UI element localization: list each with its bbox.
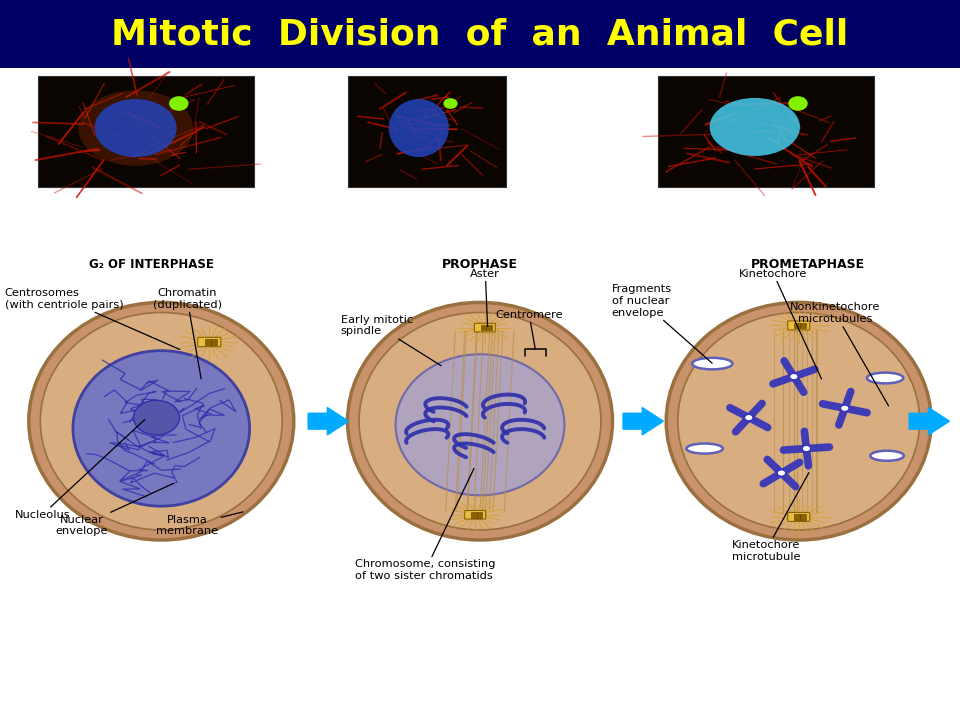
Ellipse shape	[686, 444, 723, 454]
Circle shape	[790, 374, 798, 379]
FancyArrow shape	[909, 408, 949, 435]
Ellipse shape	[389, 99, 449, 157]
Text: Chromosome, consisting
of two sister chromatids: Chromosome, consisting of two sister chr…	[355, 468, 495, 581]
Circle shape	[444, 98, 458, 109]
Ellipse shape	[40, 312, 282, 530]
Bar	[477, 512, 483, 518]
Bar	[794, 323, 801, 328]
Text: Aster: Aster	[470, 269, 500, 326]
FancyBboxPatch shape	[788, 321, 809, 330]
Ellipse shape	[348, 302, 612, 540]
Text: Nonkinetochore
microtubules: Nonkinetochore microtubules	[790, 302, 889, 406]
Circle shape	[745, 415, 753, 420]
Ellipse shape	[94, 99, 177, 157]
Text: Plasma
membrane: Plasma membrane	[156, 512, 243, 536]
Circle shape	[169, 96, 188, 111]
Ellipse shape	[666, 302, 931, 540]
Text: Centromere: Centromere	[495, 310, 563, 348]
Ellipse shape	[709, 98, 800, 156]
Text: Fragments
of nuclear
envelope: Fragments of nuclear envelope	[612, 284, 712, 363]
Ellipse shape	[396, 354, 564, 495]
Bar	[0, 0, 960, 68]
Text: Early mitotic
spindle: Early mitotic spindle	[341, 315, 442, 366]
Circle shape	[133, 400, 180, 435]
Circle shape	[841, 405, 849, 411]
Text: Nucleolus: Nucleolus	[14, 420, 145, 520]
Text: Kinetochore
microtubule: Kinetochore microtubule	[732, 472, 809, 562]
Text: PROPHASE: PROPHASE	[442, 258, 518, 271]
Text: Nuclear
envelope: Nuclear envelope	[56, 484, 173, 536]
Text: Mitotic  Division  of  an  Animal  Cell: Mitotic Division of an Animal Cell	[111, 17, 849, 51]
Bar	[471, 512, 477, 518]
Bar	[801, 514, 806, 520]
FancyBboxPatch shape	[474, 323, 495, 332]
Ellipse shape	[359, 312, 601, 530]
Ellipse shape	[692, 358, 732, 369]
Ellipse shape	[870, 451, 903, 461]
Bar	[658, 76, 874, 187]
Bar	[481, 325, 487, 330]
Bar	[38, 76, 254, 187]
FancyBboxPatch shape	[788, 513, 809, 521]
FancyArrow shape	[308, 408, 348, 435]
Ellipse shape	[73, 351, 250, 506]
Bar	[211, 339, 217, 345]
Ellipse shape	[678, 312, 920, 530]
Text: PROMETAPHASE: PROMETAPHASE	[752, 258, 865, 271]
Ellipse shape	[867, 373, 903, 383]
FancyBboxPatch shape	[465, 510, 486, 519]
Bar	[794, 514, 801, 520]
FancyBboxPatch shape	[198, 337, 221, 346]
Circle shape	[788, 96, 807, 111]
FancyArrow shape	[623, 408, 663, 435]
Circle shape	[778, 470, 785, 476]
Text: Centrosomes
(with centriole pairs): Centrosomes (with centriole pairs)	[5, 288, 180, 349]
Text: G₂ OF INTERPHASE: G₂ OF INTERPHASE	[89, 258, 214, 271]
Bar	[348, 76, 506, 187]
Text: Kinetochore: Kinetochore	[739, 269, 822, 379]
Circle shape	[803, 446, 810, 451]
Bar	[204, 339, 211, 345]
Ellipse shape	[78, 90, 193, 166]
Ellipse shape	[29, 302, 294, 540]
Bar	[487, 325, 492, 330]
Bar	[801, 323, 806, 328]
Text: Chromatin
(duplicated): Chromatin (duplicated)	[153, 288, 222, 379]
